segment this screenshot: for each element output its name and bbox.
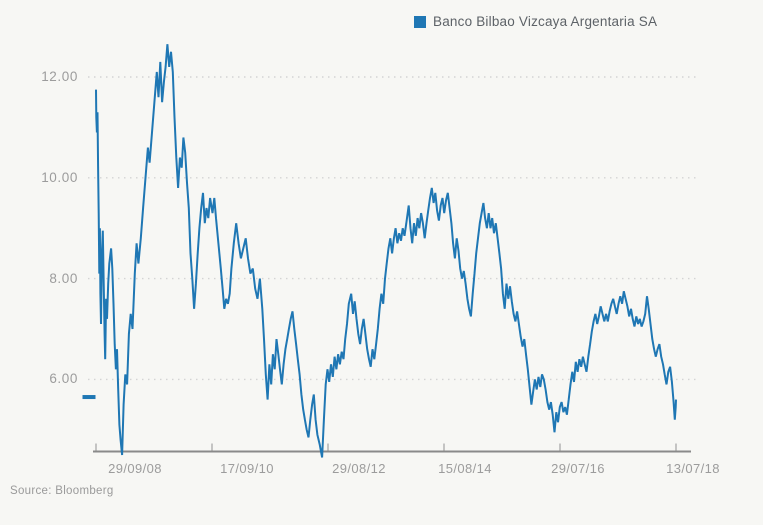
legend-label: Banco Bilbao Vizcaya Argentaria SA — [433, 14, 658, 29]
y-axis-label: 8.00 — [49, 271, 78, 286]
x-axis-label: 13/07/18 — [666, 461, 720, 476]
price-line — [95, 44, 677, 458]
y-axis-label: 10.00 — [41, 170, 78, 185]
x-axis-label: 29/09/08 — [108, 461, 162, 476]
x-axis-label: 17/09/10 — [220, 461, 274, 476]
source-attribution: Source: Bloomberg — [10, 485, 114, 497]
x-axis-label: 29/07/16 — [551, 461, 605, 476]
x-axis-label: 29/08/12 — [332, 461, 386, 476]
x-axis-label: 15/08/14 — [438, 461, 492, 476]
y-axis-label: 6.00 — [49, 371, 78, 386]
legend-item: Banco Bilbao Vizcaya Argentaria SA — [414, 14, 657, 29]
y-axis-label: 12.00 — [41, 69, 78, 84]
legend-swatch-icon — [414, 15, 426, 28]
last-price-marker — [82, 395, 96, 400]
